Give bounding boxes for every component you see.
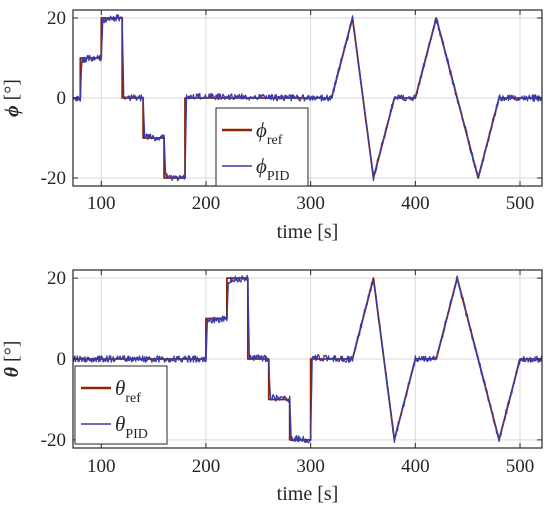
legend-box	[215, 107, 309, 187]
legend-label-pid: θPID	[115, 412, 148, 442]
legend: ϕref ϕPID	[215, 107, 309, 187]
x-tick-label: 400	[401, 456, 430, 477]
x-tick-label: 200	[192, 456, 221, 477]
legend-box	[74, 365, 168, 445]
y-axis-label: ϕ [°]	[1, 79, 23, 117]
legend-label-pid: ϕPID	[256, 154, 289, 184]
series-line-pid	[73, 274, 542, 444]
chart-panel-1: 100 200 300 400 500 -20 0 20 time [s] ϕ [°] ϕref ϕP…	[1, 8, 543, 243]
x-axis-label: time [s]	[277, 221, 339, 243]
y-tick-label: -20	[41, 430, 66, 451]
legend-label-ref: θref	[115, 376, 141, 406]
x-tick-label: 500	[506, 456, 535, 477]
y-tick-label: 0	[57, 88, 67, 109]
x-axis-label: time [s]	[277, 483, 339, 505]
y-tick-label: 20	[47, 268, 66, 289]
x-tick-label: 100	[87, 193, 116, 214]
y-tick-label: -20	[41, 168, 66, 189]
y-axis-label: θ [°]	[1, 341, 23, 378]
x-tick-label: 300	[296, 456, 325, 477]
x-tick-label: 400	[401, 193, 430, 214]
legend: θref θPID	[74, 365, 168, 445]
x-tick-label: 200	[192, 193, 221, 214]
y-tick-label: 0	[57, 349, 67, 370]
x-tick-label: 100	[87, 456, 116, 477]
x-tick-label: 300	[296, 193, 325, 214]
y-tick-label: 20	[47, 8, 66, 29]
legend-label-ref: ϕref	[256, 118, 283, 148]
x-tick-label: 500	[506, 193, 535, 214]
chart-panel-2: 100 200 300 400 500 -20 0 20 time [s] θ [°] θref θP…	[1, 268, 543, 505]
series-line-pid	[73, 14, 542, 182]
